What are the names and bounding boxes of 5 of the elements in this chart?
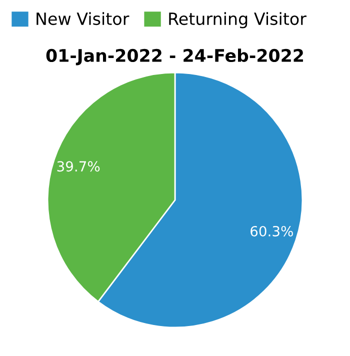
text: 01-Jan-2022 - 24-Feb-2022 bbox=[46, 48, 303, 66]
data-label: 60.3% bbox=[250, 226, 293, 236]
legend-label: Returning Visitor bbox=[169, 12, 306, 28]
legend-label: New Visitor bbox=[36, 12, 130, 26]
data-label: 39.7% bbox=[57, 161, 100, 172]
